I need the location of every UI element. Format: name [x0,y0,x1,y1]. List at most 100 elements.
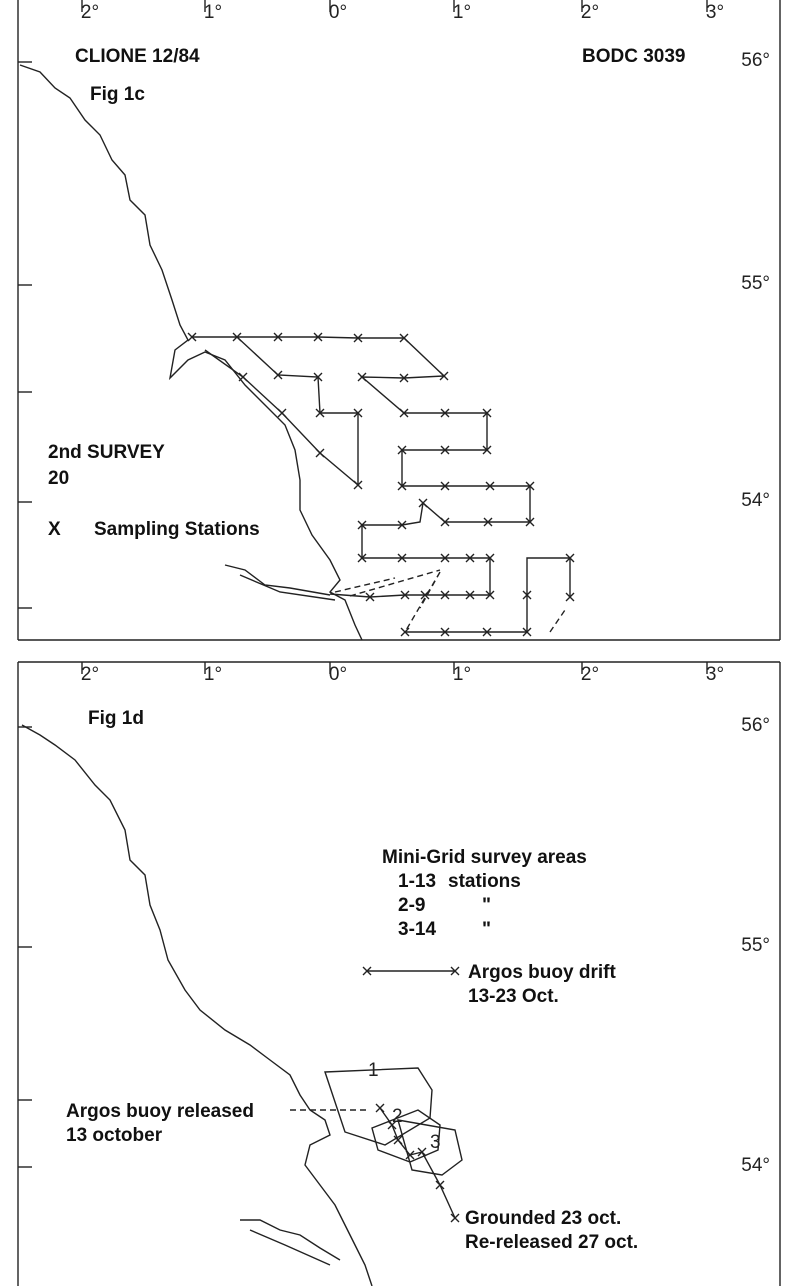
station-marker [353,333,363,343]
station-marker [450,966,460,976]
station-marker [522,590,532,600]
station-markers [187,332,575,637]
station-marker [440,408,450,418]
latitude-label: 55° [741,273,770,294]
station-marker [417,1147,427,1157]
station-marker [399,333,409,343]
coastline [19,64,363,641]
coastline [21,724,373,1286]
figure-label: Fig 1c [90,84,145,105]
station-marker [439,371,449,381]
station-marker [273,370,283,380]
station-marker [399,373,409,383]
legend-title: Mini-Grid survey areas [382,847,587,868]
station-marker [397,481,407,491]
rereleased: Re-released 27 oct. [465,1232,638,1253]
reference: BODC 3039 [582,46,686,67]
mini-grid-2 [371,1109,441,1163]
station-marker [440,445,450,455]
station-marker [440,517,450,527]
station-marker [485,590,495,600]
latitude-label: 56° [741,715,770,736]
estuary [240,1219,341,1266]
station-marker [465,553,475,563]
longitude-label: 2° [81,2,99,23]
area-label: 2 [392,1106,403,1127]
station-marker [357,372,367,382]
station-marker [397,520,407,530]
station-marker [357,520,367,530]
station-marker [440,481,450,491]
station-marker [375,1103,385,1113]
longitude-label: 0° [329,664,347,685]
station-marker [440,553,450,563]
legend-label: Sampling Stations [94,519,260,540]
station-marker [313,332,323,342]
station-marker [405,1150,415,1160]
station-marker [353,408,363,418]
released: Argos buoy released [66,1101,254,1122]
station-marker [483,517,493,527]
longitude-label: 1° [204,664,222,685]
station-marker [440,590,450,600]
drift-arrow [334,569,566,633]
station-track [405,557,571,633]
station-marker [485,481,495,491]
longitude-label: 1° [204,2,222,23]
released-date: 13 october [66,1125,163,1146]
legend-title: 2nd SURVEY [48,442,165,463]
station-marker [313,372,323,382]
station-marker [485,553,495,563]
legend-subtitle: 20 [48,468,69,489]
station-marker [273,332,283,342]
station-marker [362,966,372,976]
legend-row: 2-9 [398,895,425,916]
station-marker [435,1180,445,1190]
station-marker [525,481,535,491]
station-marker [482,408,492,418]
station-marker [522,627,532,637]
grounded: Grounded 23 oct. [465,1208,621,1229]
longitude-label: 0° [329,2,347,23]
legend-row: 1-13 [398,871,436,892]
longitude-label: 1° [453,664,471,685]
longitude-label: 2° [81,664,99,685]
drift-label: Argos buoy drift [468,962,616,983]
station-track [204,336,359,487]
station-marker [365,592,375,602]
station-marker [565,553,575,563]
station-marker [397,553,407,563]
longitude-label: 1° [453,2,471,23]
station-marker [465,590,475,600]
figure-label: Fig 1d [88,708,144,729]
station-marker [393,1135,403,1145]
station-marker [277,408,287,418]
latitude-label: 54° [741,1155,770,1176]
legend-row: stations [448,871,521,892]
longitude-label: 3° [706,2,724,23]
station-marker [440,627,450,637]
station-marker [400,627,410,637]
longitude-label: 2° [581,664,599,685]
station-marker [232,332,242,342]
station-marker [482,627,492,637]
frames [17,0,781,1286]
station-marker [420,590,430,600]
latitude-label: 54° [741,490,770,511]
station-marker [418,498,428,508]
legend-row: " [482,895,491,916]
drift-dates: 13-23 Oct. [468,986,559,1007]
station-track [192,336,531,598]
area-label: 3 [430,1132,441,1153]
station-marker [525,517,535,527]
mini-grid-3 [397,1119,463,1176]
estuary [224,564,336,601]
station-marker [399,408,409,418]
latitude-label: 56° [741,50,770,71]
legend-row: 3-14 [398,919,436,940]
legend-row: " [482,919,491,940]
station-marker [565,592,575,602]
area-label: 1 [368,1060,379,1081]
station-marker [450,1213,460,1223]
